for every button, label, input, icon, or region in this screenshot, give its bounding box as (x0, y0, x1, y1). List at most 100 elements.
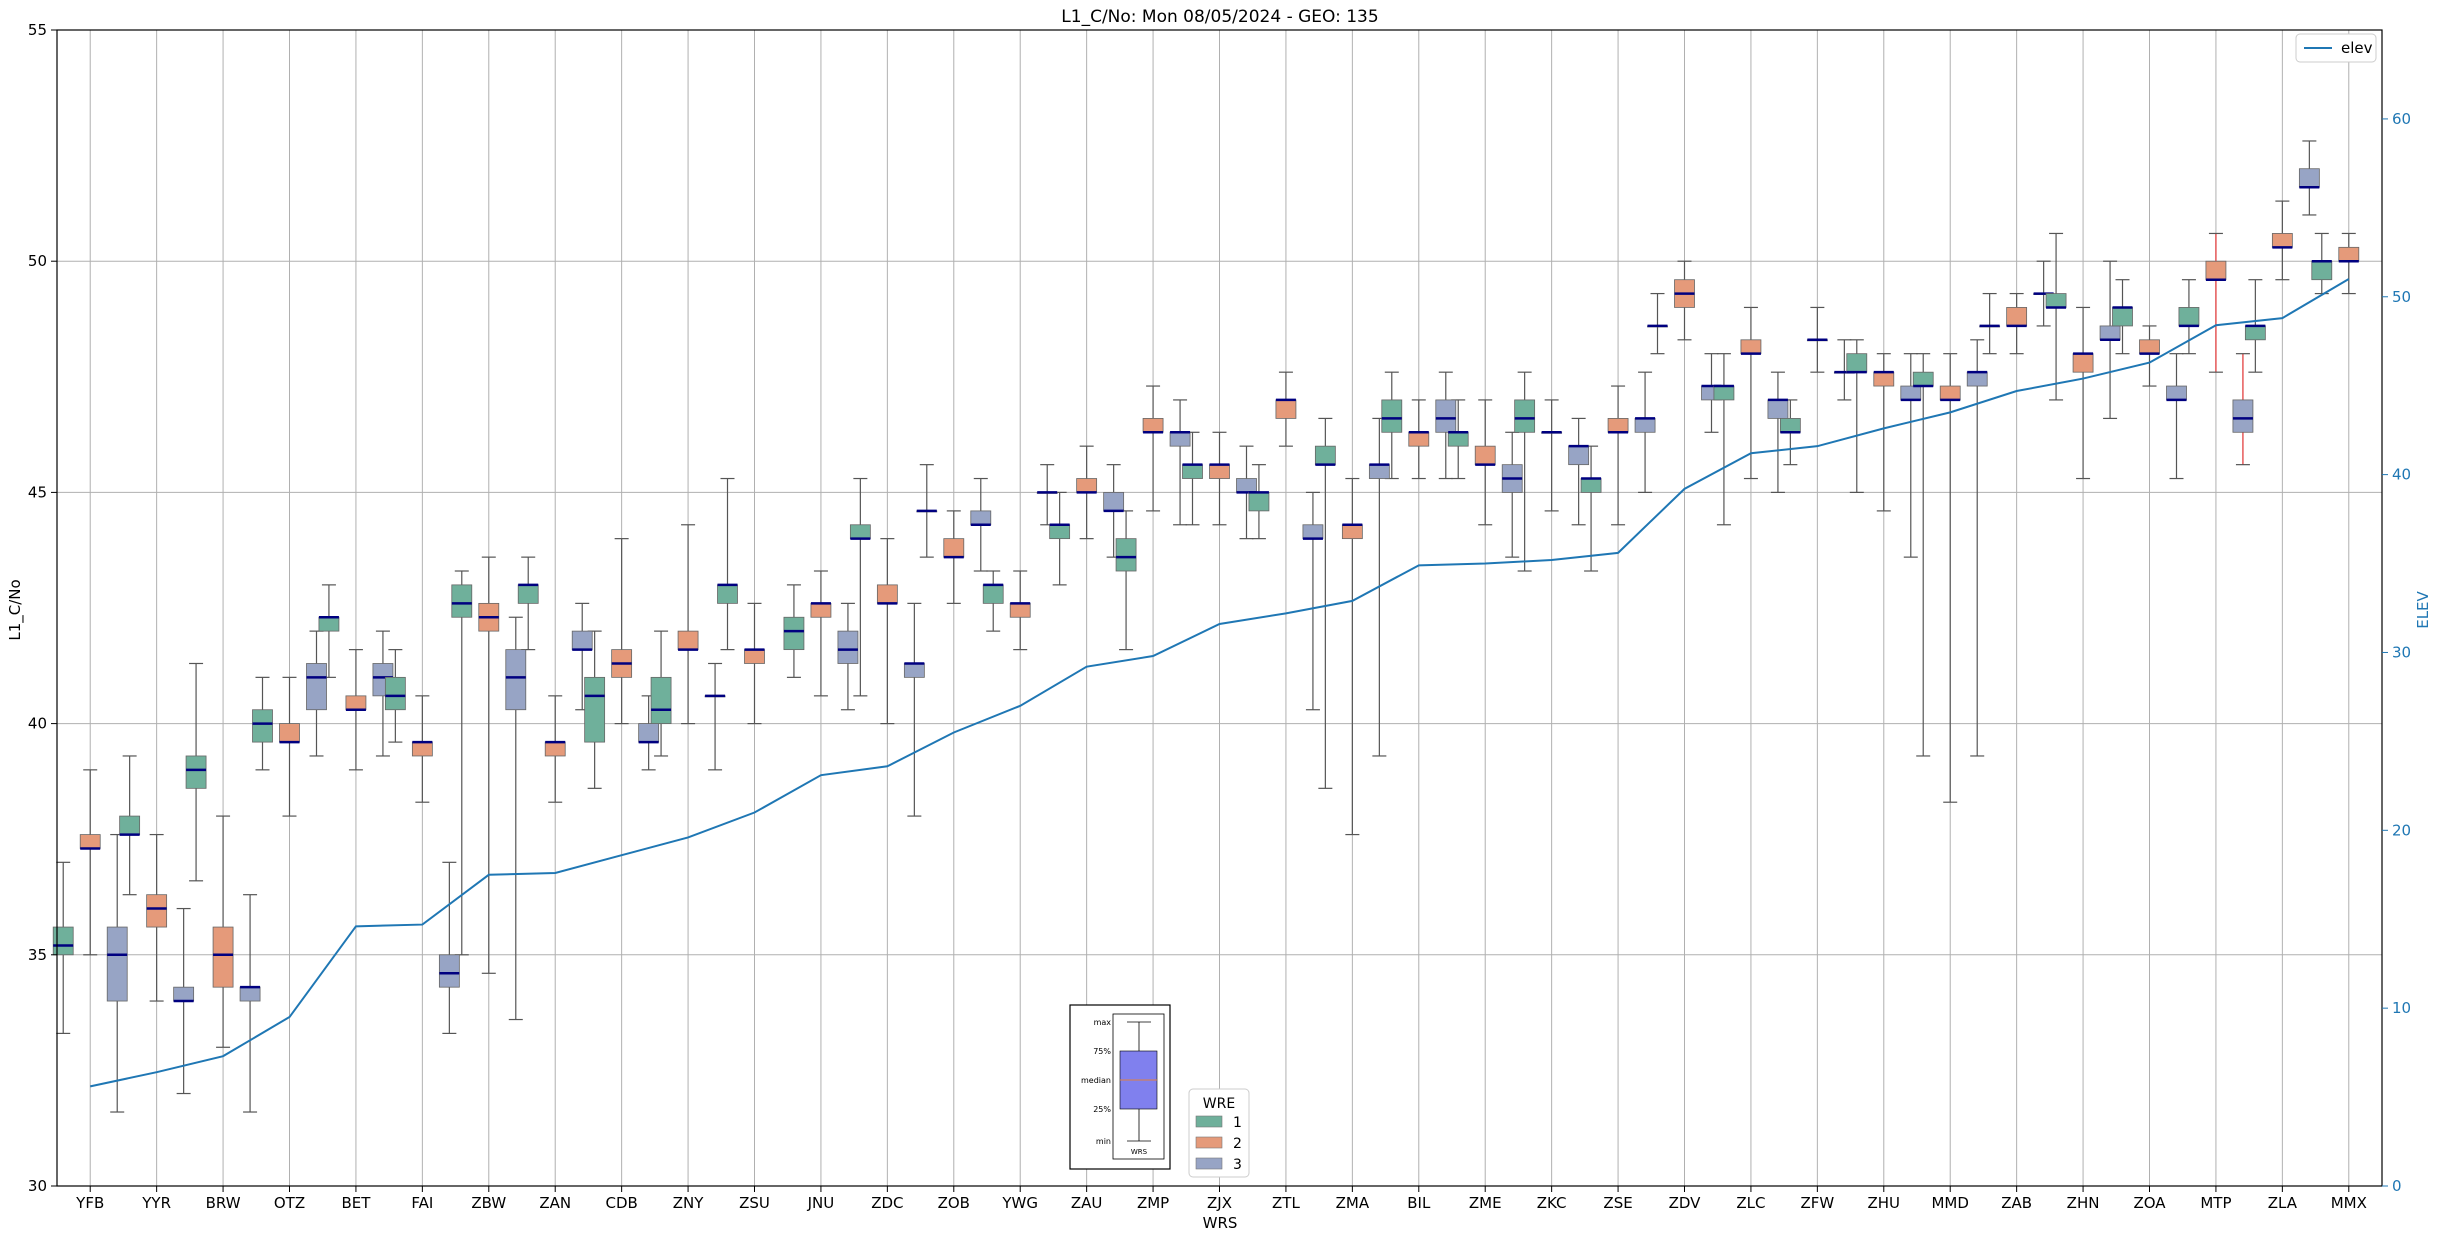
box-key-label-25: 25% (1093, 1105, 1111, 1114)
box (1314, 445, 1336, 466)
x-tick-label: ZOA (2133, 1194, 2166, 1212)
y2-tick-label: 60 (2392, 110, 2411, 128)
x-tick-label: YFB (75, 1194, 104, 1212)
box (106, 926, 128, 1002)
y-tick-label: 45 (28, 483, 47, 501)
x-tick-label: ZDC (871, 1194, 903, 1212)
x-tick-label: ZDV (1669, 1194, 1702, 1212)
box (584, 676, 606, 743)
box (1634, 418, 1656, 433)
x-tick-label: YWG (1001, 1194, 1038, 1212)
y-tick-label: 50 (28, 252, 47, 270)
elevation-series (90, 278, 2350, 1088)
elev-legend-frame (2295, 33, 2377, 63)
y2-tick-label: 20 (2392, 821, 2411, 839)
x-tick-label: FAI (411, 1194, 433, 1212)
x-tick-label: ZBW (471, 1194, 506, 1212)
box (119, 815, 141, 835)
x-axis-label: WRS (1203, 1214, 1238, 1232)
x-tick-label: ZMA (1336, 1194, 1370, 1212)
x-tick-label: ZSE (1603, 1194, 1632, 1212)
x-tick-label: MTP (2200, 1194, 2231, 1212)
x-tick-label: CDB (605, 1194, 637, 1212)
box (2006, 307, 2028, 327)
box (2244, 325, 2266, 341)
box (2139, 339, 2160, 355)
x-tick-label: YYR (141, 1194, 171, 1212)
grid (57, 30, 2382, 1186)
x-tick-label: ZME (1469, 1194, 1502, 1212)
box-key-label-min: min (1096, 1137, 1111, 1146)
box (2298, 168, 2320, 188)
box (1169, 431, 1191, 447)
box (2099, 325, 2121, 341)
box (1435, 399, 1457, 433)
x-tick-label: ZAN (539, 1194, 571, 1212)
elevation-line (90, 278, 2350, 1088)
box (1580, 478, 1602, 493)
elev-legend: elev (2295, 33, 2377, 63)
box (1900, 385, 1922, 401)
y2-axis-label: ELEV (2414, 590, 2432, 628)
wre-legend-label-3: 3 (1233, 1157, 1242, 1173)
whiskers (56, 140, 2356, 1113)
box (1248, 491, 1270, 512)
box (717, 584, 738, 604)
box (1713, 385, 1735, 401)
box (146, 894, 168, 928)
box (1182, 464, 1203, 479)
box (2205, 260, 2227, 281)
box (2232, 399, 2254, 433)
box (2166, 385, 2187, 401)
x-tick-label: ZFW (1800, 1194, 1834, 1212)
box (1939, 385, 1961, 401)
x-tick-label: ZKC (1537, 1194, 1567, 1212)
box (411, 741, 433, 757)
box (2311, 260, 2333, 281)
box (185, 755, 207, 789)
wre-legend-label-2: 2 (1233, 1136, 1242, 1152)
box (1368, 464, 1390, 479)
x-tick-label: MMX (2331, 1194, 2367, 1212)
box-key-label-max: max (1094, 1018, 1112, 1027)
chart-title: L1_C/No: Mon 08/05/2024 - GEO: 135 (1061, 7, 1378, 27)
box (1275, 399, 1297, 419)
box (1740, 339, 1762, 355)
box (1447, 431, 1469, 447)
box (505, 649, 527, 711)
box (571, 630, 593, 651)
x-tick-label: BIL (1407, 1194, 1431, 1212)
x-tick-label: ZJX (1207, 1194, 1232, 1212)
x-tick-label: ZLA (2268, 1194, 2298, 1212)
box (1873, 371, 1895, 387)
box (837, 630, 859, 664)
box (1049, 524, 1071, 540)
box (1381, 399, 1403, 433)
wre-legend-title: WRE (1203, 1096, 1235, 1112)
x-tick-label: ZAB (2001, 1194, 2032, 1212)
box (1408, 431, 1430, 447)
x-tick-label: ZHU (1868, 1194, 1901, 1212)
box (1142, 418, 1164, 433)
boxes (52, 168, 2360, 1003)
box (517, 584, 539, 604)
box (2178, 307, 2200, 327)
box (943, 538, 965, 558)
box (1209, 464, 1230, 479)
box-key-label-75: 75% (1093, 1047, 1111, 1056)
box (903, 663, 925, 678)
y2-tick-label: 50 (2392, 288, 2411, 306)
box (638, 723, 660, 743)
box (451, 584, 473, 618)
x-tick-label: ZLC (1736, 1194, 1765, 1212)
y-tick-label: 30 (28, 1177, 47, 1195)
x-tick-label: ZMP (1137, 1194, 1169, 1212)
x-tick-label: ZTL (1272, 1194, 1300, 1212)
x-tick-label: ZSU (739, 1194, 770, 1212)
y2-tick-label: 40 (2392, 466, 2411, 484)
box (1115, 538, 1137, 572)
box (173, 986, 195, 1002)
box (212, 926, 234, 988)
y2-tick-label: 10 (2392, 999, 2411, 1017)
elev-legend-label: elev (2341, 39, 2373, 57)
